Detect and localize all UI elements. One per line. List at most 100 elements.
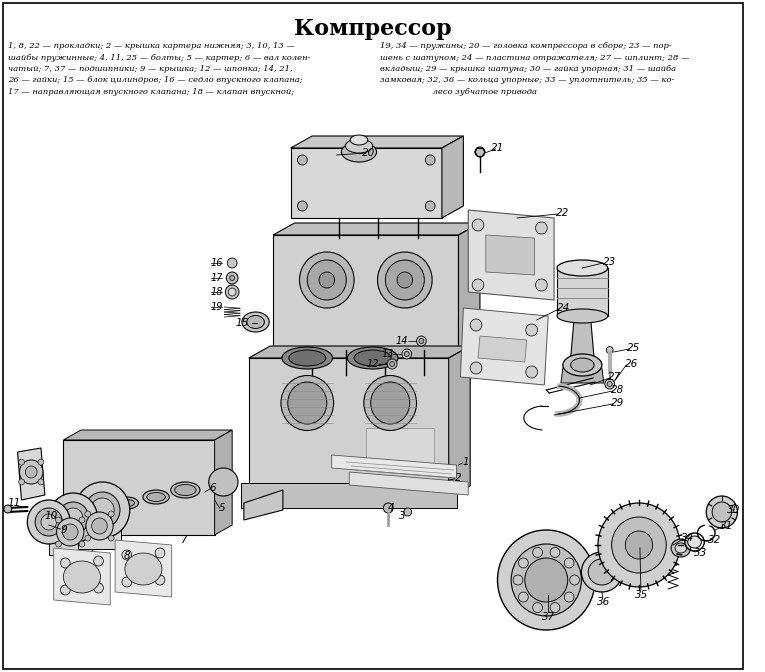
Circle shape: [532, 603, 542, 613]
Polygon shape: [244, 490, 283, 520]
Circle shape: [526, 324, 538, 336]
Text: 5: 5: [219, 503, 226, 513]
Polygon shape: [366, 428, 434, 468]
Text: 21: 21: [491, 143, 504, 153]
Text: 18: 18: [210, 287, 223, 297]
Text: 8: 8: [123, 551, 130, 561]
Text: 36: 36: [597, 597, 610, 607]
Polygon shape: [273, 223, 480, 235]
Ellipse shape: [174, 485, 196, 495]
Text: 31: 31: [720, 521, 734, 531]
Circle shape: [230, 276, 235, 280]
Circle shape: [56, 541, 61, 547]
Polygon shape: [49, 512, 92, 555]
Polygon shape: [249, 346, 470, 358]
Text: 28: 28: [611, 385, 624, 395]
Ellipse shape: [282, 347, 333, 369]
Circle shape: [85, 511, 91, 517]
Text: 12: 12: [366, 359, 379, 369]
Circle shape: [93, 583, 103, 593]
Text: 13: 13: [381, 349, 393, 359]
Circle shape: [536, 222, 547, 234]
Circle shape: [20, 460, 43, 484]
Polygon shape: [78, 506, 121, 549]
Polygon shape: [115, 540, 171, 597]
Circle shape: [419, 339, 424, 343]
Polygon shape: [18, 448, 45, 500]
Circle shape: [226, 285, 239, 299]
Circle shape: [470, 319, 482, 331]
Circle shape: [513, 575, 522, 585]
Ellipse shape: [688, 536, 702, 548]
Ellipse shape: [350, 135, 368, 145]
Circle shape: [122, 577, 132, 587]
Circle shape: [4, 505, 11, 513]
Circle shape: [519, 558, 529, 568]
Text: 27: 27: [608, 372, 621, 382]
Text: 19: 19: [210, 302, 223, 312]
Circle shape: [389, 362, 395, 366]
Ellipse shape: [341, 142, 376, 162]
Text: вкладыш; 29 — крышка шатуна; 30 — гайка упорная; 31 — шайба: вкладыш; 29 — крышка шатуна; 30 — гайка …: [380, 65, 676, 73]
Circle shape: [18, 479, 24, 485]
Circle shape: [525, 558, 568, 602]
Polygon shape: [557, 268, 607, 316]
Polygon shape: [63, 440, 215, 535]
Circle shape: [511, 544, 581, 616]
Text: лесо зубчатое привода: лесо зубчатое привода: [380, 88, 538, 96]
Circle shape: [598, 503, 680, 587]
Circle shape: [397, 272, 412, 288]
Circle shape: [228, 288, 236, 296]
Circle shape: [18, 459, 24, 465]
Circle shape: [470, 362, 482, 374]
Circle shape: [532, 548, 542, 557]
Polygon shape: [571, 313, 594, 358]
Circle shape: [605, 379, 614, 389]
Polygon shape: [54, 548, 110, 605]
Ellipse shape: [288, 382, 327, 424]
Polygon shape: [486, 235, 535, 275]
Ellipse shape: [588, 559, 616, 585]
Circle shape: [299, 252, 354, 308]
Circle shape: [475, 147, 485, 157]
Polygon shape: [449, 346, 470, 498]
Circle shape: [41, 514, 57, 530]
Circle shape: [570, 575, 579, 585]
Circle shape: [57, 518, 84, 546]
Circle shape: [565, 592, 574, 602]
Polygon shape: [458, 223, 480, 350]
Ellipse shape: [242, 312, 269, 332]
Circle shape: [38, 459, 44, 465]
Circle shape: [56, 517, 61, 523]
Ellipse shape: [364, 376, 416, 431]
Text: 29: 29: [611, 398, 624, 408]
Ellipse shape: [345, 139, 373, 153]
Text: 22: 22: [556, 208, 569, 218]
Ellipse shape: [209, 468, 238, 496]
Ellipse shape: [371, 382, 410, 424]
Circle shape: [712, 502, 731, 522]
Text: 4: 4: [388, 503, 395, 513]
Ellipse shape: [147, 493, 165, 501]
Text: 10: 10: [44, 511, 57, 521]
Circle shape: [565, 558, 574, 568]
Ellipse shape: [671, 539, 691, 557]
Text: 17 — направляющая впускного клапана; 18 — клапан впускной;: 17 — направляющая впускного клапана; 18 …: [8, 88, 294, 96]
Text: 1: 1: [463, 457, 470, 467]
Ellipse shape: [171, 482, 200, 498]
Circle shape: [38, 479, 44, 485]
Circle shape: [86, 512, 113, 540]
Circle shape: [60, 558, 70, 568]
Circle shape: [472, 279, 483, 291]
Circle shape: [519, 592, 529, 602]
Polygon shape: [442, 136, 464, 218]
Polygon shape: [291, 136, 464, 148]
Circle shape: [57, 502, 89, 534]
Ellipse shape: [557, 260, 607, 276]
Ellipse shape: [281, 376, 334, 431]
Circle shape: [607, 382, 612, 386]
Text: 9: 9: [60, 525, 67, 535]
Polygon shape: [241, 483, 457, 508]
Circle shape: [109, 511, 114, 517]
Text: 20: 20: [362, 148, 376, 158]
